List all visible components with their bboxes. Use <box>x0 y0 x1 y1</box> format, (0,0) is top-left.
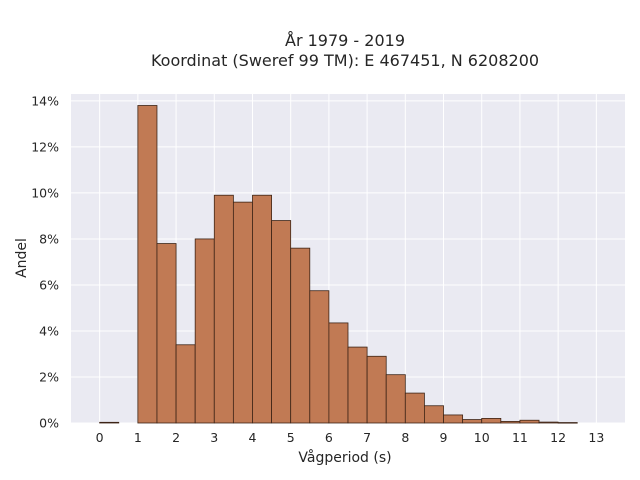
x-tick-label: 1 <box>134 430 142 445</box>
x-axis-label: Vågperiod (s) <box>298 449 391 466</box>
histogram-bar <box>328 322 349 424</box>
x-tick-label: 13 <box>588 430 604 445</box>
histogram-bar <box>462 419 483 424</box>
x-tick-label: 6 <box>325 430 333 445</box>
y-tick-label: 2% <box>39 369 59 384</box>
chart-title-line-2: Koordinat (Sweref 99 TM): E 467451, N 62… <box>151 51 539 70</box>
x-tick-label: 2 <box>172 430 180 445</box>
y-tick-label: 10% <box>31 185 59 200</box>
histogram-bar <box>137 105 158 424</box>
x-tick-label: 4 <box>249 430 257 445</box>
histogram-bar <box>290 247 311 424</box>
histogram-bar <box>175 344 196 424</box>
x-tick-label: 5 <box>287 430 295 445</box>
histogram-bar <box>481 417 502 424</box>
histogram-bar <box>156 243 177 424</box>
histogram-bar <box>443 414 464 424</box>
x-tick-labels: 0 1 2 3 4 5 6 7 8 9 10 11 12 13 <box>96 430 605 445</box>
y-tick-label: 8% <box>39 231 59 246</box>
histogram-bar <box>271 220 292 424</box>
histogram-bar <box>538 421 559 424</box>
x-tick-label: 0 <box>96 430 104 445</box>
histogram-bar <box>213 194 234 424</box>
y-axis-label: Andel <box>14 238 30 278</box>
y-tick-label: 0% <box>39 416 59 431</box>
x-tick-label: 3 <box>210 430 218 445</box>
histogram-bar <box>385 374 406 424</box>
y-tick-label: 14% <box>31 93 59 108</box>
x-tick-label: 8 <box>401 430 409 445</box>
histogram-bar <box>366 355 387 424</box>
histogram-bar <box>500 420 521 424</box>
bars <box>99 105 578 424</box>
y-tick-labels: 0% 2% 4% 6% 8% 10% 12% 14% <box>31 93 59 430</box>
x-tick-label: 9 <box>440 430 448 445</box>
x-tick-label: 11 <box>512 430 528 445</box>
histogram-bar <box>309 290 330 424</box>
histogram-bar <box>424 405 444 424</box>
histogram-bar <box>99 421 120 424</box>
x-tick-label: 12 <box>550 430 566 445</box>
histogram-bar <box>347 346 368 424</box>
histogram-bar <box>404 392 425 424</box>
histogram-bar <box>194 238 215 424</box>
histogram-bar <box>557 422 578 424</box>
y-tick-label: 12% <box>31 139 59 154</box>
histogram-bar <box>252 194 272 424</box>
y-tick-label: 4% <box>39 323 59 338</box>
x-tick-label: 7 <box>363 430 371 445</box>
chart-title-line-1: År 1979 - 2019 <box>285 31 405 50</box>
histogram-bar <box>519 419 540 424</box>
x-tick-label: 10 <box>474 430 490 445</box>
histogram-bar <box>232 201 253 424</box>
y-tick-label: 6% <box>39 277 59 292</box>
